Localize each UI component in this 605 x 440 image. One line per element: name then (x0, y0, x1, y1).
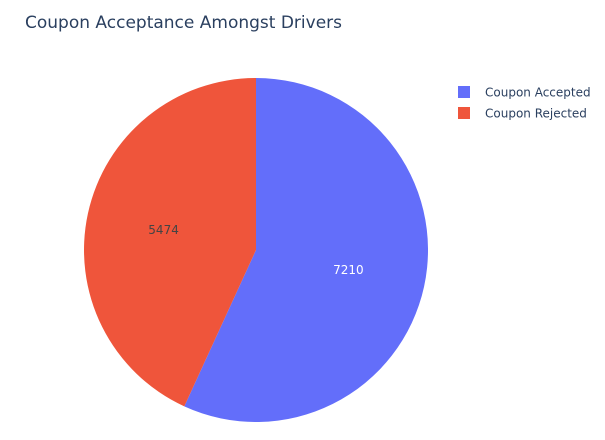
legend-swatch-coupon-accepted[interactable] (458, 86, 470, 98)
pie-slice-coupon-accepted[interactable] (184, 78, 429, 422)
pie-slices (84, 78, 429, 422)
pie-slice-labels: 7210 5474 (148, 223, 363, 277)
legend: Coupon Accepted Coupon Rejected (458, 86, 591, 121)
chart-title: Coupon Acceptance Amongst Drivers (25, 13, 342, 33)
legend-label-coupon-accepted[interactable]: Coupon Accepted (485, 86, 591, 100)
legend-swatch-coupon-rejected[interactable] (458, 107, 470, 119)
pie-slice-coupon-rejected[interactable] (84, 78, 256, 407)
legend-label-coupon-rejected[interactable]: Coupon Rejected (485, 107, 587, 121)
slice-value-label-coupon-accepted: 7210 (333, 263, 364, 277)
slice-value-label-coupon-rejected: 5474 (148, 223, 179, 237)
